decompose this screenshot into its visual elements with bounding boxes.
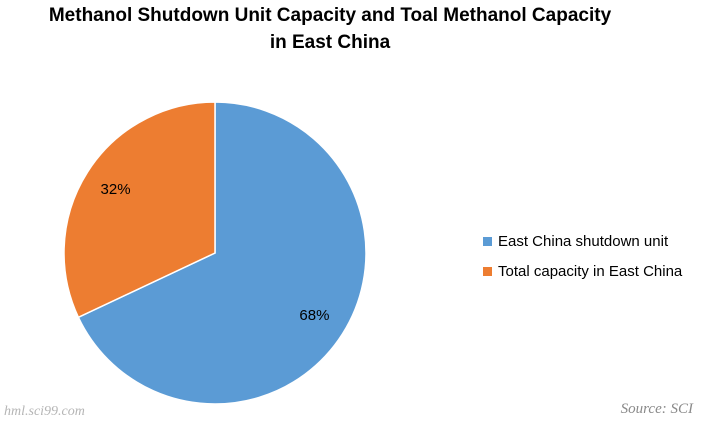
legend-label-total-capacity: Total capacity in East China bbox=[498, 262, 683, 280]
chart-title-line-1: Methanol Shutdown Unit Capacity and Toal… bbox=[48, 5, 612, 26]
pie-slice-label-0: 68% bbox=[299, 307, 329, 324]
legend-label-shutdown-unit: East China shutdown unit bbox=[498, 232, 669, 250]
pie-slice-0 bbox=[77, 101, 367, 405]
legend: East China shutdown unit Total capacity … bbox=[483, 226, 682, 286]
watermark: hml.sci99.com bbox=[4, 404, 85, 419]
source-note: Source: SCI bbox=[620, 401, 693, 417]
pie-slice-label-1: 32% bbox=[101, 181, 131, 198]
legend-swatch-shutdown-unit bbox=[483, 236, 492, 246]
pie-slice-1 bbox=[63, 101, 216, 319]
chart-title: Methanol Shutdown Unit Capacity and Toal… bbox=[0, 2, 660, 56]
legend-swatch-total-capacity bbox=[483, 266, 492, 276]
legend-item-shutdown-unit: East China shutdown unit bbox=[483, 226, 682, 256]
legend-item-total-capacity: Total capacity in East China bbox=[483, 256, 682, 286]
chart-title-line-2: in East China bbox=[269, 32, 391, 53]
